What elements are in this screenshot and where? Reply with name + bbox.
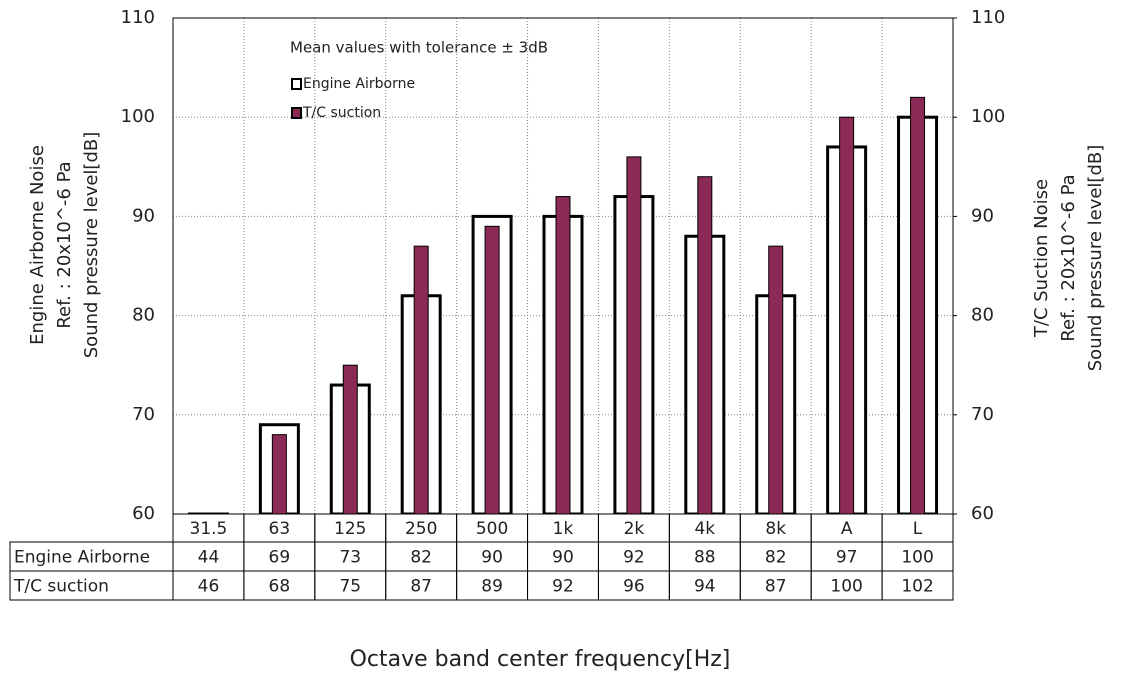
y-tick-label: 110 xyxy=(121,7,155,28)
legend-label: T/C suction xyxy=(302,105,381,121)
table-value: 75 xyxy=(339,577,361,597)
table-value: 92 xyxy=(623,548,645,568)
x-tick-label: A xyxy=(841,519,853,539)
table-value: 102 xyxy=(901,577,933,597)
table-value: 96 xyxy=(623,577,645,597)
bar xyxy=(768,245,784,514)
x-tick-label: 250 xyxy=(405,519,437,539)
y-tick-label: 80 xyxy=(132,305,155,326)
y2-tick-label: 60 xyxy=(971,503,994,524)
y2-axis-label: Ref. : 20x10^-6 Pa xyxy=(1058,174,1079,341)
bar xyxy=(413,245,429,514)
bars xyxy=(187,96,939,514)
x-tick-label: 4k xyxy=(694,519,715,539)
y-tick-label: 60 xyxy=(132,503,155,524)
bar xyxy=(555,196,571,514)
table-value: 90 xyxy=(552,548,574,568)
x-tick-label: 1k xyxy=(553,519,574,539)
y2-axis-label: Sound pressure level[dB] xyxy=(1085,145,1106,372)
table-value: 90 xyxy=(481,548,503,568)
bar xyxy=(271,434,287,514)
y2-tick-label: 90 xyxy=(971,205,994,226)
x-tick-label: 500 xyxy=(476,519,508,539)
bar xyxy=(484,225,500,514)
x-tick-label: L xyxy=(913,519,923,539)
annotation: Mean values with tolerance ± 3dB xyxy=(290,39,548,57)
table-value: 82 xyxy=(765,548,787,568)
x-tick-label: 2k xyxy=(624,519,645,539)
table-value: 89 xyxy=(481,577,503,597)
table-row-label: Engine Airborne xyxy=(14,548,150,568)
bar xyxy=(910,96,926,514)
x-axis-label: Octave band center frequency[Hz] xyxy=(350,647,731,672)
bar xyxy=(839,116,855,514)
bar xyxy=(342,364,358,514)
y2-tick-label: 110 xyxy=(971,7,1005,28)
table-value: 87 xyxy=(765,577,787,597)
y-tick-label: 90 xyxy=(132,205,155,226)
table-value: 88 xyxy=(694,548,716,568)
legend-swatch xyxy=(291,78,302,90)
x-tick-label: 8k xyxy=(765,519,786,539)
table-value: 97 xyxy=(836,548,858,568)
table-value: 87 xyxy=(410,577,432,597)
table-cell xyxy=(881,570,954,601)
table-value: 46 xyxy=(198,577,220,597)
legend-label: Engine Airborne xyxy=(303,76,415,92)
bar xyxy=(626,156,642,514)
y2-axis-label: T/C Suction Noise xyxy=(1031,179,1052,338)
bar xyxy=(697,176,713,514)
table-value: 44 xyxy=(198,548,220,568)
x-tick-label: 63 xyxy=(269,519,291,539)
y-tick-label: 70 xyxy=(132,404,155,425)
table-cell xyxy=(9,570,174,601)
table-value: 69 xyxy=(269,548,291,568)
y2-tick-label: 80 xyxy=(971,305,994,326)
y-axis-label: Ref. : 20x10^-6 Pa xyxy=(54,161,75,328)
y-axis-label: Sound pressure level[dB] xyxy=(81,132,102,359)
legend-swatch xyxy=(291,107,302,119)
table-value: 92 xyxy=(552,577,574,597)
table-row-label: T/C suction xyxy=(13,577,109,597)
x-tick-label: 125 xyxy=(334,519,366,539)
table-value: 73 xyxy=(339,548,361,568)
table-value: 94 xyxy=(694,577,716,597)
y2-tick-label: 100 xyxy=(971,106,1005,127)
table-value: 82 xyxy=(410,548,432,568)
y-axis-label: Engine Airborne Noise xyxy=(27,145,48,345)
table-value: 100 xyxy=(830,577,862,597)
y-tick-label: 100 xyxy=(121,106,155,127)
table-value: 100 xyxy=(901,548,933,568)
table-value: 68 xyxy=(269,577,291,597)
x-tick-label: 31.5 xyxy=(190,519,228,539)
y2-tick-label: 70 xyxy=(971,404,994,425)
